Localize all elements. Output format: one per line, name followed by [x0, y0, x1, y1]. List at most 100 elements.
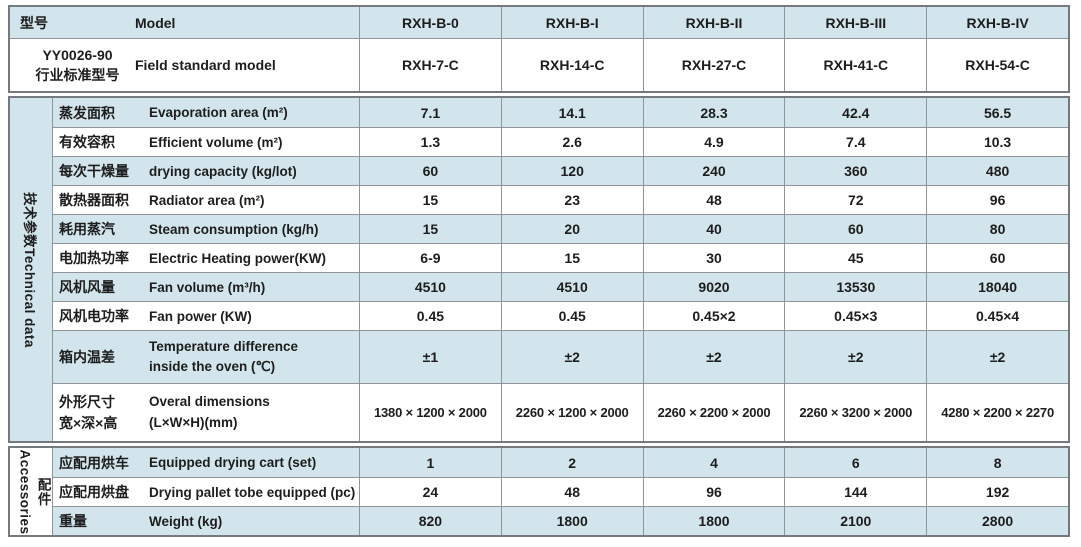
standard-model-value-cell: RXH-27-C [642, 38, 785, 91]
value-cell: ±2 [500, 330, 643, 383]
value-cell: 60 [359, 156, 501, 185]
row-label-cell: 每次干燥量 drying capacity (kg/lot) [52, 156, 359, 185]
value-cell: 7.4 [784, 127, 927, 156]
value-cell: 0.45×3 [784, 301, 927, 330]
value-cell: 80 [926, 214, 1068, 243]
value-cell: 0.45 [500, 301, 643, 330]
value-cell: ±2 [642, 330, 785, 383]
value-cell: 8 [926, 448, 1068, 477]
accessories-group-label-en: Accessories [17, 448, 33, 535]
accessories-group-cell: Accessories 配件 [10, 448, 52, 535]
row-label-cell: 应配用烘盘 Drying pallet tobe equipped (pc) [52, 477, 359, 506]
row-label-cell: 应配用烘车 Equipped drying cart (set) [52, 448, 359, 477]
value-cell: 2 [500, 448, 643, 477]
spec-table: 型号 Model RXH-B-0 RXH-B-I RXH-B-II RXH-B-… [8, 5, 1070, 537]
value-cell: 144 [784, 477, 927, 506]
value-cell: 820 [359, 506, 501, 535]
value-cell: 96 [926, 185, 1068, 214]
row-label-cell: 散热器面积 Radiator area (m²) [52, 185, 359, 214]
value-cell: 24 [359, 477, 501, 506]
model-header-section: 型号 Model RXH-B-0 RXH-B-I RXH-B-II RXH-B-… [8, 5, 1070, 93]
value-cell: 1380 × 1200 × 2000 [359, 383, 501, 441]
standard-model-value-cell: RXH-41-C [784, 38, 927, 91]
value-cell: ±2 [926, 330, 1068, 383]
value-cell: 28.3 [642, 98, 785, 127]
value-cell: 4.9 [642, 127, 785, 156]
standard-model-value-cell: RXH-54-C [926, 38, 1068, 91]
value-cell: 1 [359, 448, 501, 477]
value-cell: 2100 [784, 506, 927, 535]
value-cell: 20 [500, 214, 643, 243]
value-cell: 1800 [500, 506, 643, 535]
row-label-cell: 箱内温差 Temperature difference inside the o… [52, 330, 359, 383]
model-label-cell: 型号 Model [10, 7, 359, 38]
value-cell: 15 [359, 185, 501, 214]
value-cell: 4280 × 2200 × 2270 [926, 383, 1068, 441]
value-cell: 0.45×4 [926, 301, 1068, 330]
model-value-cell: RXH-B-III [784, 7, 927, 38]
standard-model-value-cell: RXH-14-C [500, 38, 643, 91]
value-cell: 72 [784, 185, 927, 214]
value-cell: 45 [784, 243, 927, 272]
value-cell: 14.1 [500, 98, 643, 127]
value-cell: 2260 × 2200 × 2000 [642, 383, 785, 441]
accessories-group-label-cn: 配件 [35, 477, 51, 506]
value-cell: 18040 [926, 272, 1068, 301]
technical-group-cell: 技术参数Technical data [10, 98, 52, 441]
value-cell: 2260 × 3200 × 2000 [784, 383, 927, 441]
value-cell: 480 [926, 156, 1068, 185]
value-cell: 13530 [784, 272, 927, 301]
value-cell: 240 [642, 156, 785, 185]
value-cell: 120 [500, 156, 643, 185]
value-cell: ±1 [359, 330, 501, 383]
value-cell: 192 [926, 477, 1068, 506]
value-cell: 4 [642, 448, 785, 477]
value-cell: 4510 [359, 272, 501, 301]
value-cell: 2.6 [500, 127, 643, 156]
value-cell: 0.45 [359, 301, 501, 330]
value-cell: 15 [500, 243, 643, 272]
model-value-cell: RXH-B-I [500, 7, 643, 38]
value-cell: 7.1 [359, 98, 501, 127]
value-cell: 1800 [642, 506, 785, 535]
value-cell: 6-9 [359, 243, 501, 272]
value-cell: 40 [642, 214, 785, 243]
technical-group-label: 技术参数Technical data [22, 191, 37, 348]
row-label-cell: 有效容积 Efficient volume (m²) [52, 127, 359, 156]
value-cell: 60 [926, 243, 1068, 272]
row-label-cell: 重量 Weight (kg) [52, 506, 359, 535]
model-value-cell: RXH-B-II [642, 7, 785, 38]
model-label-cn: 型号 [20, 14, 48, 31]
value-cell: ±2 [784, 330, 927, 383]
standard-model-value-cell: RXH-7-C [359, 38, 501, 91]
value-cell: 60 [784, 214, 927, 243]
row-label-cell: 风机风量 Fan volume (m³/h) [52, 272, 359, 301]
value-cell: 48 [500, 477, 643, 506]
value-cell: 42.4 [784, 98, 927, 127]
value-cell: 1.3 [359, 127, 501, 156]
row-label-cell: 外形尺寸 宽×深×高 Overal dimensions (L×W×H)(mm) [52, 383, 359, 441]
value-cell: 2260 × 1200 × 2000 [500, 383, 643, 441]
row-label-cell: 耗用蒸汽 Steam consumption (kg/h) [52, 214, 359, 243]
value-cell: 56.5 [926, 98, 1068, 127]
value-cell: 6 [784, 448, 927, 477]
value-cell: 4510 [500, 272, 643, 301]
value-cell: 96 [642, 477, 785, 506]
value-cell: 0.45×2 [642, 301, 785, 330]
model-label-en: Model [135, 14, 176, 31]
value-cell: 10.3 [926, 127, 1068, 156]
value-cell: 360 [784, 156, 927, 185]
accessories-section: Accessories 配件 应配用烘车 Equipped drying car… [8, 446, 1070, 537]
value-cell: 9020 [642, 272, 785, 301]
row-label-cell: 蒸发面积 Evaporation area (m²) [52, 98, 359, 127]
row-label-cell: 电加热功率 Electric Heating power(KW) [52, 243, 359, 272]
standard-model-label-cell: YY0026-90 行业标准型号 Field standard model [10, 38, 359, 91]
model-value-cell: RXH-B-IV [926, 7, 1068, 38]
model-value-cell: RXH-B-0 [359, 7, 501, 38]
value-cell: 2800 [926, 506, 1068, 535]
technical-data-section: 技术参数Technical data 蒸发面积 Evaporation area… [8, 96, 1070, 443]
standard-model-label-cn: YY0026-90 行业标准型号 [35, 46, 120, 83]
value-cell: 48 [642, 185, 785, 214]
value-cell: 23 [500, 185, 643, 214]
standard-model-label-en: Field standard model [135, 57, 276, 73]
